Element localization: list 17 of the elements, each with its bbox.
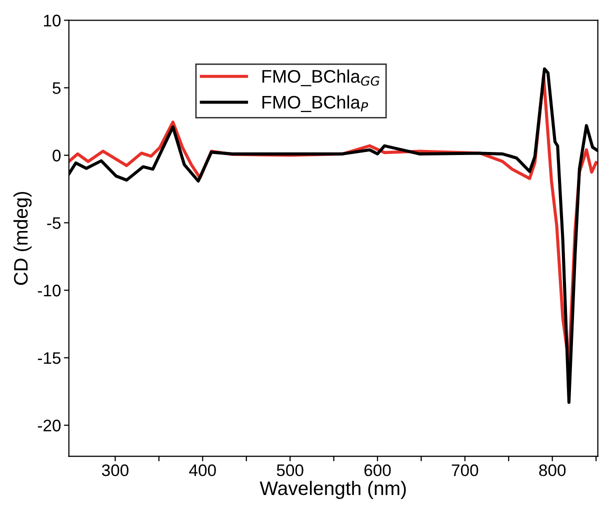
x-tick-label: 400: [189, 464, 216, 476]
x-tick-label: 300: [102, 464, 128, 476]
x-tick-label: 700: [452, 464, 478, 476]
x-tick-label: 800: [539, 464, 566, 476]
x-tick-label: 500: [276, 464, 304, 476]
y-tick-label: 5: [52, 82, 61, 94]
y-tick-label: -15: [38, 352, 61, 364]
y-tick-label: 0: [52, 150, 61, 162]
x-tick-label: 600: [364, 464, 391, 476]
y-tick-label: -20: [38, 420, 61, 432]
y-tick-label: 10: [44, 14, 61, 26]
y-axis-title: CD (mdeg): [13, 192, 32, 285]
legend-label: FMO_BChla$_{P}$: [262, 95, 368, 112]
legend-label: FMO_BChla$_{GG}$: [262, 70, 380, 86]
x-axis-title: Wavelength (nm): [260, 480, 406, 499]
y-tick-label: -5: [47, 217, 61, 229]
y-tick-label: -10: [38, 284, 61, 296]
